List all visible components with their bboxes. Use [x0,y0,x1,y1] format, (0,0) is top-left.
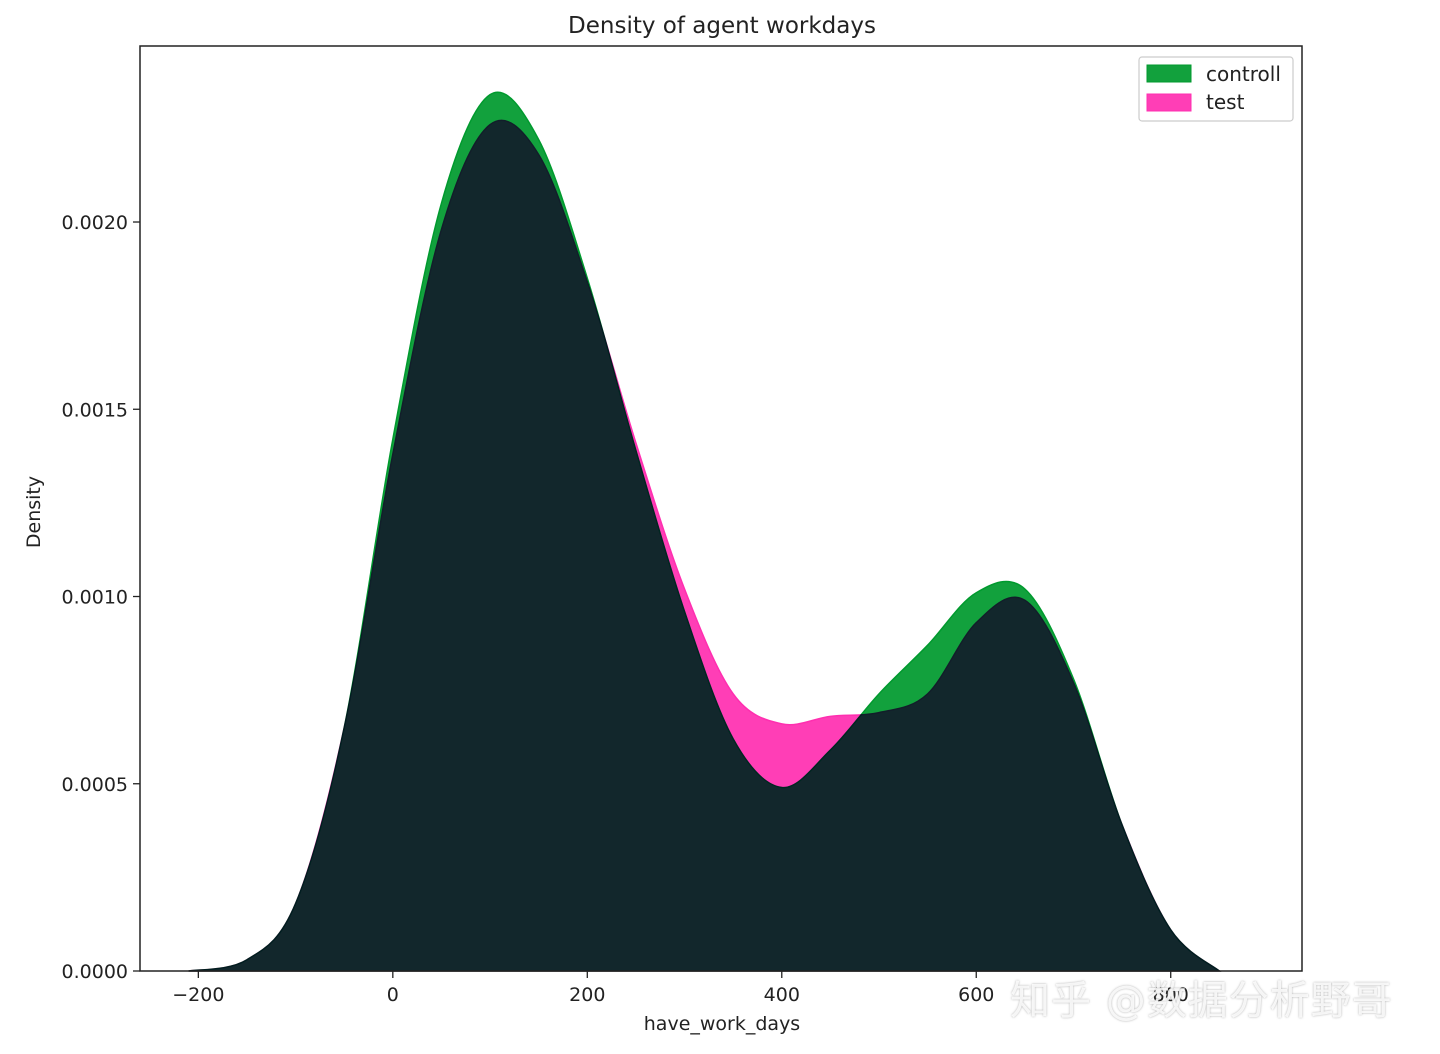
x-tick-label: 400 [764,984,800,1006]
legend: controll test [1138,56,1294,122]
legend-swatch-controll [1146,64,1192,83]
y-tick-label: 0.0000 [62,961,128,983]
x-tick-label: 800 [1153,984,1189,1006]
legend-label-controll: controll [1206,62,1281,86]
x-tick-label: 0 [387,984,399,1006]
y-axis-label: Density [23,476,45,548]
plot-areas [188,91,1222,972]
x-axis: −200 0 200 400 600 800 [172,971,1189,1006]
plot-frame [139,45,1303,972]
y-tick-label: 0.0010 [62,587,128,609]
chart-title: Density of agent workdays [568,13,876,39]
y-tick-label: 0.0005 [62,774,128,796]
legend-swatch-test [1146,93,1192,112]
y-tick-label: 0.0015 [62,399,128,421]
x-axis-label: have_work_days [644,1013,800,1035]
y-tick-label: 0.0020 [62,212,128,234]
x-tick-label: −200 [172,984,224,1006]
legend-label-test: test [1206,90,1245,114]
density-area-test [188,119,1222,972]
x-tick-label: 200 [569,984,605,1006]
watermark: 知乎 @数据分析野哥 [1010,978,1393,1024]
y-axis: 0.0000 0.0005 0.0010 0.0015 0.0020 [62,212,140,983]
x-tick-label: 600 [958,984,994,1006]
